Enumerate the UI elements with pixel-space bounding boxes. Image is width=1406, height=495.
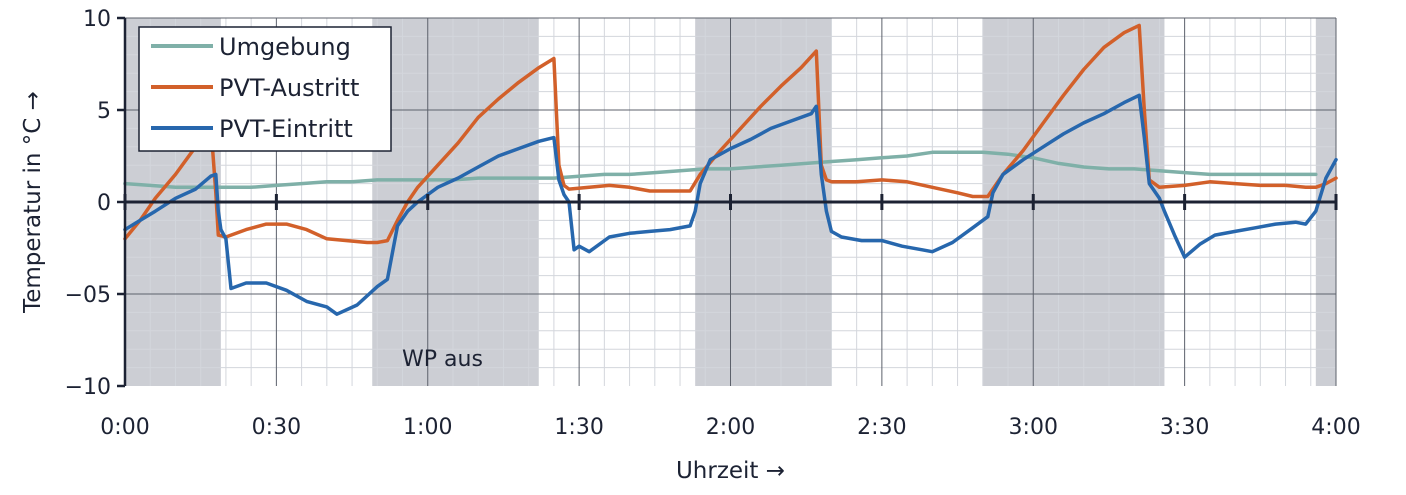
x-tick-label: 0:00 — [100, 415, 149, 440]
x-tick-label: 0:30 — [252, 415, 301, 440]
legend-label-pvt-austritt: PVT-Austritt — [219, 74, 359, 102]
x-axis-title: Uhrzeit → — [676, 458, 785, 484]
series-line-umgebung — [123, 150, 1318, 190]
axes — [117, 16, 1338, 388]
legend-label-umgebung: Umgebung — [219, 33, 351, 61]
legend-label-pvt-eintritt: PVT-Eintritt — [219, 115, 353, 143]
tick-labels: 10 5 0 −05 −10 0:00 0:30 1:00 1:30 2:00 2:30 3:00 3:… — [65, 7, 1361, 440]
y-tick-label: −05 — [65, 283, 111, 308]
x-tick-label: 3:30 — [1160, 415, 1209, 440]
legend: Umgebung PVT-Austritt PVT-Eintritt — [138, 26, 392, 152]
x-tick-label: 2:00 — [706, 415, 755, 440]
x-tick-label: 1:30 — [554, 415, 603, 440]
series-line-pvt-austritt — [123, 23, 1338, 245]
y-tick-label: 5 — [97, 99, 111, 124]
annotation-wp-aus: WP aus — [402, 347, 483, 372]
y-tick-label: 10 — [83, 7, 111, 32]
x-tick-label: 4:00 — [1311, 415, 1360, 440]
y-tick-label: −10 — [65, 375, 111, 400]
y-axis-title: Temperatur in °C → — [20, 91, 46, 314]
series-lines — [123, 23, 1338, 316]
y-tick-label: 0 — [97, 191, 111, 216]
x-tick-label: 1:00 — [403, 415, 452, 440]
x-tick-label: 3:00 — [1009, 415, 1058, 440]
series-line-pvt-eintritt — [123, 93, 1338, 316]
x-tick-label: 2:30 — [857, 415, 906, 440]
